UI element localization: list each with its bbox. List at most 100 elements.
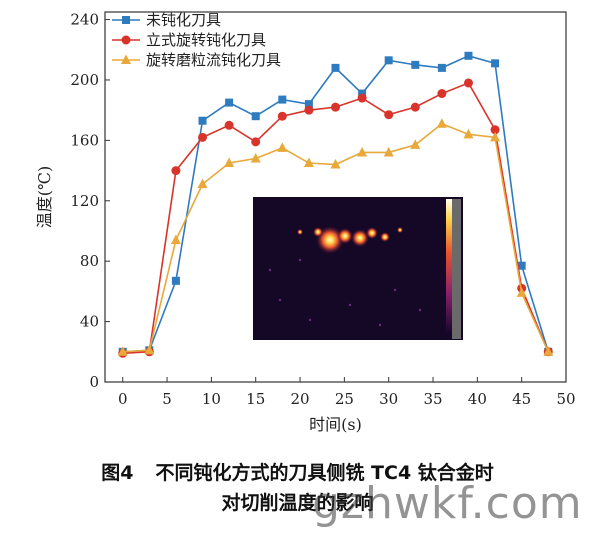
inset-speck-1: [308, 318, 312, 322]
legend-label-1: 立式旋转钝化刀具: [146, 31, 266, 49]
series-1-point-3: [198, 132, 208, 142]
series-0-point-13: [464, 51, 473, 60]
x-tick-label-50: 50: [556, 390, 575, 408]
series-2-point-7: [303, 157, 314, 168]
inset-hotspot-2: [351, 229, 369, 247]
y-tick-label-200: 200: [70, 71, 99, 89]
series-1-point-10: [384, 110, 394, 120]
caption-line-1: 图4 不同钝化方式的刀具侧铣 TC4 钛合金时: [0, 458, 595, 488]
series-2-point-15: [516, 287, 527, 297]
figure-number: 图4: [101, 462, 134, 484]
x-tick-label-5: 5: [162, 390, 172, 408]
series-0-point-7: [304, 100, 313, 109]
x-tick-label-40: 40: [468, 390, 487, 408]
x-tick-label-30: 30: [379, 390, 398, 408]
legend-marker-1: [121, 35, 131, 45]
y-tick-label-160: 160: [70, 131, 99, 149]
y-tick-label-120: 120: [70, 192, 99, 210]
inset-hotspot-1: [337, 228, 353, 244]
inset-speck-4: [268, 268, 272, 272]
inset-hotspot-0: [316, 226, 344, 254]
series-2-point-12: [436, 118, 447, 128]
inset-speck-6: [298, 258, 302, 262]
x-tick-label-10: 10: [202, 390, 221, 408]
legend-marker-2: [121, 54, 131, 64]
series-1-point-2: [171, 166, 181, 176]
y-tick-label-240: 240: [70, 11, 99, 29]
series-2-point-11: [410, 139, 421, 149]
series-1-point-5: [251, 137, 261, 147]
x-tick-label-35: 35: [423, 390, 442, 408]
inset-speck-3: [393, 288, 397, 292]
series-2: [117, 118, 554, 356]
axis-ticks: 0 5 10 15 20 25 30 35 40 45 50 0 40 80 120 160 200 240: [70, 11, 575, 408]
x-tick-label-15: 15: [246, 390, 265, 408]
series-0-point-12: [437, 63, 446, 72]
series-1-point-6: [277, 111, 287, 121]
x-tick-label-25: 25: [335, 390, 354, 408]
series-2-point-0: [117, 346, 128, 356]
inset-hotspot-3: [366, 227, 378, 239]
series-1-point-14: [490, 125, 500, 135]
caption-line-2: 对切削温度的影响: [221, 492, 374, 514]
series-2-point-1: [144, 344, 155, 355]
inset-hotspot-7: [397, 227, 403, 233]
y-tick-label-0: 0: [89, 373, 99, 391]
series-2-point-9: [357, 146, 368, 157]
legend-label-0: 未钝化刀具: [146, 11, 221, 29]
series-2-point-6: [277, 142, 288, 152]
inset-speck-2: [348, 303, 352, 307]
legend-marker-0: [122, 16, 130, 24]
series-0: [118, 51, 553, 356]
series-1-point-13: [463, 78, 473, 88]
series-2-point-13: [463, 128, 474, 139]
x-tick-label-45: 45: [512, 390, 531, 408]
series-group: [117, 51, 554, 358]
plot-frame: [104, 11, 567, 383]
series-2-point-8: [330, 159, 341, 169]
figure-caption: 图4 不同钝化方式的刀具侧铣 TC4 钛合金时 对切削温度的影响: [0, 458, 595, 518]
series-1-point-9: [357, 93, 367, 103]
x-axis-title: 时间(s): [309, 415, 362, 434]
series-1-point-11: [410, 102, 420, 112]
series-2-point-4: [224, 157, 235, 168]
inset-hotspot-5: [380, 232, 390, 242]
temperature-line-chart: 0 5 10 15 20 25 30 35 40 45 50 0 40 80 120 160 200 240 未钝…: [35, 11, 576, 434]
inset-hotspot-6: [297, 229, 303, 235]
inset-speck-0: [278, 298, 282, 302]
series-0-point-10: [384, 56, 393, 65]
series-0-point-8: [331, 63, 340, 72]
inset-hotspot-4: [313, 227, 323, 237]
inset-speck-7: [378, 323, 382, 327]
chart-area: 0 5 10 15 20 25 30 35 40 45 50 0 40 80 120 160 200 240 未钝…: [35, 11, 576, 434]
series-1-point-12: [437, 89, 447, 99]
series-0-point-2: [171, 276, 180, 285]
y-tick-label-80: 80: [80, 252, 99, 270]
series-1-point-4: [224, 120, 234, 130]
series-0-point-6: [278, 95, 287, 104]
x-tick-label-20: 20: [290, 390, 309, 408]
inset-colorbar: [446, 199, 452, 334]
inset-speck-5: [418, 308, 422, 312]
series-0-point-3: [198, 116, 207, 125]
series-2-point-10: [383, 146, 394, 157]
plot-border: [104, 11, 567, 383]
series-0-point-9: [358, 89, 367, 98]
caption-text-1: 不同钝化方式的刀具侧铣 TC4 钛合金时: [155, 462, 494, 484]
series-2-point-5: [250, 152, 261, 163]
inset-colorbar-scale: [452, 199, 461, 339]
y-tick-label-40: 40: [80, 313, 99, 331]
thermal-inset-image: [253, 197, 463, 340]
series-0-point-4: [225, 98, 234, 107]
inset-background: [253, 197, 463, 340]
series-2-point-2: [170, 234, 181, 245]
watermark-text: gzhwkf.com: [312, 478, 583, 529]
legend-label-2: 旋转磨粒流钝化刀具: [146, 51, 281, 69]
series-2-point-16: [543, 346, 554, 356]
series-0-point-15: [517, 261, 526, 270]
series-0-point-5: [251, 112, 260, 121]
series-1-point-8: [331, 102, 340, 112]
series-0-point-14: [491, 59, 500, 68]
x-tick-label-0: 0: [118, 390, 128, 408]
